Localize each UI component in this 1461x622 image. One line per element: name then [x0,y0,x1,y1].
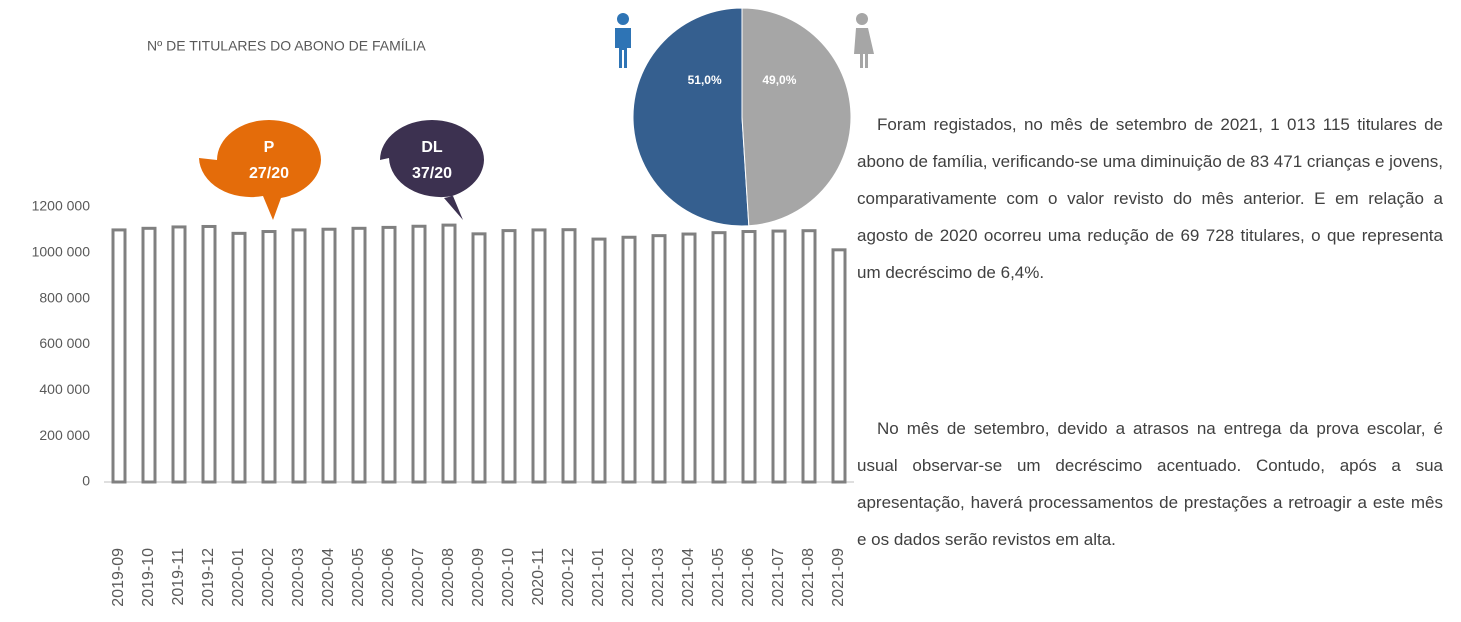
x-tick-label: 2020-09 [470,548,487,607]
pie-slice [741,7,852,227]
x-tick-label: 2021-08 [800,548,817,607]
bar [681,232,697,484]
paragraph: Foram registados, no mês de setembro de … [857,115,1443,282]
bar [231,231,247,484]
callout [380,120,484,220]
x-tick-label: 2020-07 [410,548,427,607]
x-tick-label: 2020-03 [290,548,307,607]
x-tick-label: 2019-10 [140,548,157,607]
bar [471,232,487,484]
callout-label: DL [421,139,443,156]
x-tick-label: 2019-09 [110,548,127,607]
callout-label: 27/20 [249,165,289,182]
chart-title: Nº DE TITULARES DO ABONO DE FAMÍLIA [147,38,426,54]
bar [771,229,787,484]
x-tick-label: 2020-10 [500,548,517,607]
man-icon [615,13,631,68]
bar [831,248,847,484]
x-tick-label: 2020-01 [230,548,247,607]
x-tick-label: 2020-05 [350,548,367,607]
callout-label: 37/20 [412,165,452,182]
x-tick-label: 2020-11 [530,548,547,606]
x-tick-label: 2021-09 [830,548,847,607]
x-tick-label: 2020-06 [380,548,397,607]
bar [561,228,577,484]
bar [381,225,397,484]
bar [141,226,157,484]
x-tick-label: 2020-08 [440,548,457,607]
bar [741,230,757,484]
paragraph: No mês de setembro, devido a atrasos na … [857,419,1443,549]
y-tick-label: 1000 000 [32,244,91,260]
y-tick-label: 0 [82,473,90,489]
bar [111,228,127,484]
y-tick-label: 400 000 [39,381,90,397]
y-tick-label: 600 000 [39,335,90,351]
bar [621,235,637,484]
x-tick-label: 2020-04 [320,548,337,607]
x-tick-label: 2020-02 [260,548,277,607]
bar [531,228,547,484]
y-tick-label: 800 000 [39,289,90,305]
pie-label: 49,0% [762,73,796,87]
bar [411,224,427,484]
bar [441,223,457,484]
x-tick-label: 2019-11 [170,548,187,606]
bar [351,226,367,484]
bar [801,229,817,484]
x-tick-label: 2021-04 [680,548,697,607]
x-tick-label: 2021-05 [710,548,727,607]
bar [171,225,187,484]
callout [199,120,321,220]
x-tick-label: 2020-12 [560,548,577,607]
woman-icon [854,13,874,68]
bar [201,224,217,484]
x-tick-label: 2021-03 [650,548,667,607]
x-tick-label: 2021-01 [590,548,607,607]
bar [651,234,667,484]
x-tick-label: 2021-02 [620,548,637,607]
x-tick-label: 2021-07 [770,548,787,607]
y-tick-label: 200 000 [39,427,90,443]
bar [591,237,607,484]
pie-label: 51,0% [688,73,722,87]
pie-slice [632,7,750,227]
y-tick-label: 1200 000 [32,198,91,214]
bar [321,227,337,484]
callout-label: P [264,139,275,156]
bar [291,228,307,484]
bar [501,229,517,484]
bar [711,231,727,484]
x-tick-label: 2019-12 [200,548,217,607]
bar [261,230,277,484]
x-tick-label: 2021-06 [740,548,757,607]
